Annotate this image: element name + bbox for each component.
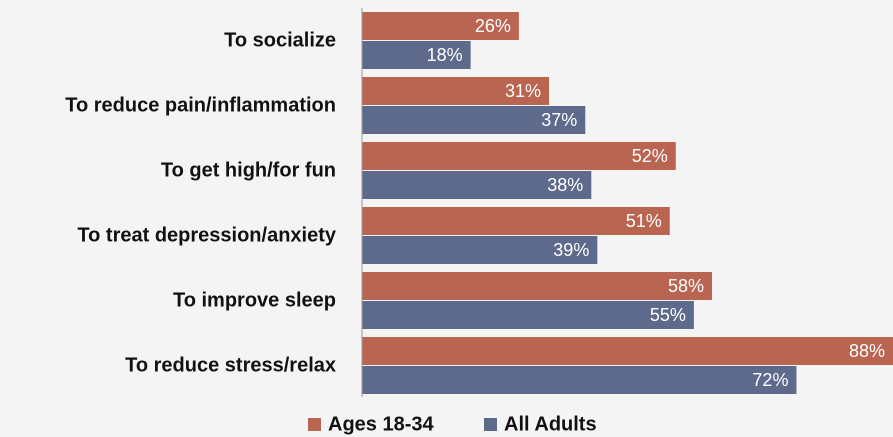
value-label: 26%: [475, 16, 511, 36]
value-label: 38%: [547, 175, 583, 195]
bar: [362, 337, 893, 365]
value-label: 37%: [541, 110, 577, 130]
value-label: 55%: [650, 305, 686, 325]
bar: [362, 207, 670, 235]
bar: [362, 77, 550, 105]
category-label: To reduce stress/relax: [125, 354, 336, 376]
legend-swatch: [308, 418, 321, 431]
bar: [362, 106, 586, 134]
value-label: 39%: [553, 240, 589, 260]
value-label: 88%: [849, 341, 885, 361]
value-label: 52%: [632, 146, 668, 166]
category-label: To improve sleep: [173, 289, 336, 311]
legend-label: Ages 18-34: [328, 413, 434, 435]
value-label: 58%: [668, 276, 704, 296]
bar: [362, 236, 598, 264]
legend-label: All Adults: [504, 413, 597, 435]
category-label: To treat depression/anxiety: [77, 224, 336, 246]
bar: [362, 301, 694, 329]
category-label: To reduce pain/inflammation: [65, 94, 336, 116]
bar: [362, 171, 592, 199]
bar: [362, 41, 471, 69]
category-label: To socialize: [224, 29, 336, 51]
value-label: 72%: [752, 370, 788, 390]
value-label: 18%: [427, 45, 463, 65]
bar: [362, 142, 676, 170]
legend-swatch: [484, 418, 497, 431]
value-label: 31%: [505, 81, 541, 101]
category-label: To get high/for fun: [161, 159, 336, 181]
bar: [362, 12, 519, 40]
value-label: 51%: [626, 211, 662, 231]
bar: [362, 272, 712, 300]
bar: [362, 366, 797, 394]
